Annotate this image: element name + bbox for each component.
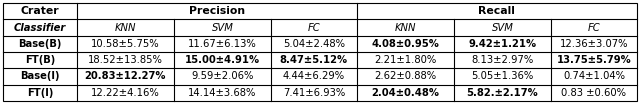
Text: 8.13±2.97%: 8.13±2.97% bbox=[472, 55, 534, 65]
Text: 2.62±0.88%: 2.62±0.88% bbox=[374, 71, 436, 81]
Text: 12.36±3.07%: 12.36±3.07% bbox=[560, 39, 628, 49]
Text: 2.04±0.48%: 2.04±0.48% bbox=[371, 88, 439, 98]
Text: 20.83±12.27%: 20.83±12.27% bbox=[84, 71, 166, 81]
Text: 5.05±1.36%: 5.05±1.36% bbox=[472, 71, 534, 81]
Text: FT(B): FT(B) bbox=[25, 55, 55, 65]
Text: KNN: KNN bbox=[395, 23, 416, 33]
Text: Crater: Crater bbox=[20, 6, 60, 16]
Text: 7.41±6.93%: 7.41±6.93% bbox=[283, 88, 345, 98]
Text: 10.58±5.75%: 10.58±5.75% bbox=[91, 39, 159, 49]
Text: 15.00±4.91%: 15.00±4.91% bbox=[185, 55, 260, 65]
Text: FT(I): FT(I) bbox=[27, 88, 53, 98]
Text: 5.82.±2.17%: 5.82.±2.17% bbox=[467, 88, 538, 98]
Text: 2.21±1.80%: 2.21±1.80% bbox=[374, 55, 436, 65]
Text: 9.42±1.21%: 9.42±1.21% bbox=[468, 39, 536, 49]
Text: Recall: Recall bbox=[478, 6, 515, 16]
Text: Base(I): Base(I) bbox=[20, 71, 60, 81]
Text: KNN: KNN bbox=[115, 23, 136, 33]
Text: 11.67±6.13%: 11.67±6.13% bbox=[188, 39, 257, 49]
Text: SVM: SVM bbox=[211, 23, 234, 33]
Text: 0.83 ±0.60%: 0.83 ±0.60% bbox=[561, 88, 627, 98]
Text: 9.59±2.06%: 9.59±2.06% bbox=[191, 71, 253, 81]
Text: 4.08±0.95%: 4.08±0.95% bbox=[371, 39, 439, 49]
Text: FC: FC bbox=[588, 23, 600, 33]
Text: 13.75±5.79%: 13.75±5.79% bbox=[557, 55, 631, 65]
Text: 0.74±1.04%: 0.74±1.04% bbox=[563, 71, 625, 81]
Text: Precision: Precision bbox=[189, 6, 244, 16]
Text: 12.22±4.16%: 12.22±4.16% bbox=[91, 88, 159, 98]
Text: FC: FC bbox=[307, 23, 320, 33]
Text: 5.04±2.48%: 5.04±2.48% bbox=[283, 39, 345, 49]
Text: SVM: SVM bbox=[492, 23, 513, 33]
Text: Classifier: Classifier bbox=[14, 23, 66, 33]
Text: 14.14±3.68%: 14.14±3.68% bbox=[188, 88, 257, 98]
Text: 4.44±6.29%: 4.44±6.29% bbox=[283, 71, 345, 81]
Text: Base(B): Base(B) bbox=[18, 39, 61, 49]
Text: 8.47±5.12%: 8.47±5.12% bbox=[280, 55, 348, 65]
Text: 18.52±13.85%: 18.52±13.85% bbox=[88, 55, 163, 65]
